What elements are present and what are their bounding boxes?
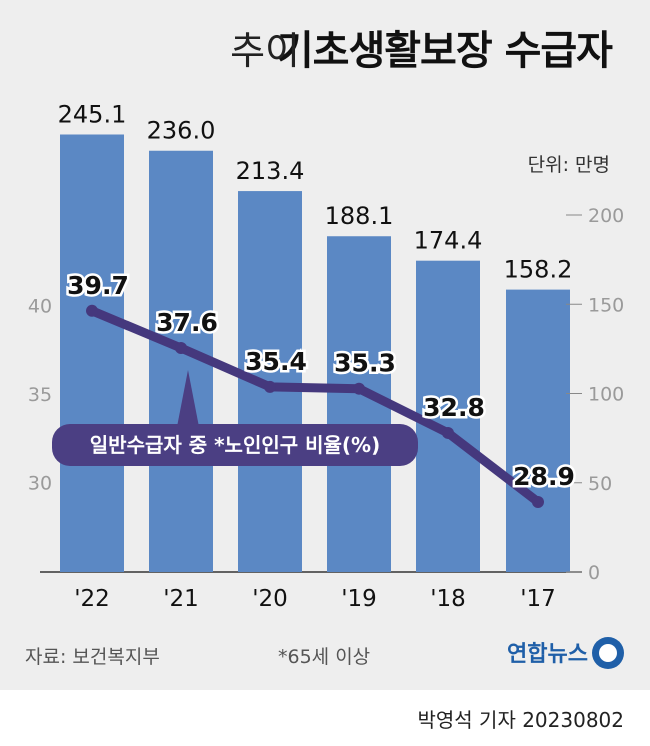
ratio-value-label: 35.3 [334,349,396,378]
logo-inner-icon [599,644,617,662]
footer [0,690,650,746]
ratio-value-label: 32.8 [423,393,485,422]
x-tick-label: '20 [252,586,288,612]
ratio-point [532,495,544,508]
bar-value-label: 158.2 [504,256,573,284]
x-tick-label: '19 [341,586,377,612]
ratio-point [442,426,454,439]
x-tick-label: '21 [163,586,199,612]
bar [416,260,480,572]
left-tick-label: 30 [28,473,52,495]
ratio-point [175,341,187,354]
ratio-line-series: 39.7 37.6 35.4 35.3 32.8 28.9 [65,268,577,508]
x-tick-label: '22 [74,586,110,612]
ratio-value-label: 35.4 [245,347,307,376]
yonhap-logo: 연합뉴스 [488,633,628,677]
bar-value-labels: 245.1 236.0 213.4 188.1 174.4 158.2 [58,100,573,283]
ratio-value-label: 37.6 [156,308,218,337]
yonhap-logo-mark: 연합뉴스 [507,637,624,669]
right-tick-label: 100 [588,384,624,406]
left-tick-label: 35 [28,384,52,406]
bar-series [60,134,570,573]
ratio-point [353,382,365,395]
chart-subtitle: 추이 [230,29,300,73]
x-tick-label: '17 [520,586,556,612]
ratio-value-label: 39.7 [67,271,129,300]
left-tick-label: 40 [28,296,52,318]
legend: 일반수급자 중 *노인인구 비율(%) [52,370,418,466]
logo-text: 연합뉴스 [507,641,588,667]
legend-label: 일반수급자 중 *노인인구 비율(%) [90,433,380,457]
right-tick-label: 50 [588,473,612,495]
bar-value-label: 188.1 [325,202,394,230]
x-tick-label: '18 [430,586,466,612]
bar-value-label: 236.0 [147,117,216,145]
legend-box [52,424,418,466]
ratio-line [87,306,543,507]
legend-pointer [176,370,200,432]
source-label: 자료: 보건복지부 [25,646,160,668]
ratio-point [86,304,98,317]
left-axis-ticks: 40 35 30 [28,296,52,495]
byline: 박영석 기자 20230802 [417,708,624,732]
bar-value-label: 213.4 [236,157,305,185]
right-tick-label: 200 [588,205,624,227]
bar-value-label: 174.4 [414,227,483,255]
bar [506,289,570,572]
chart-title: 기초생활보장 수급자 [276,28,613,74]
ratio-point [264,380,276,393]
right-tick-label: 0 [588,562,600,584]
right-axis-ticks: 200 150 100 50 0 [566,205,624,584]
bar [60,134,124,572]
ratio-value-label: 28.9 [513,462,575,491]
x-axis-ticks: '22 '21 '20 '19 '18 '17 [74,586,556,612]
right-tick-label: 150 [588,294,624,316]
chart-area: 245.1 236.0 213.4 188.1 174.4 158.2 200 150 100… [28,100,624,612]
bar-value-label: 245.1 [58,100,127,128]
footnote: *65세 이상 [278,646,371,668]
unit-label: 단위: 만명 [527,154,610,176]
